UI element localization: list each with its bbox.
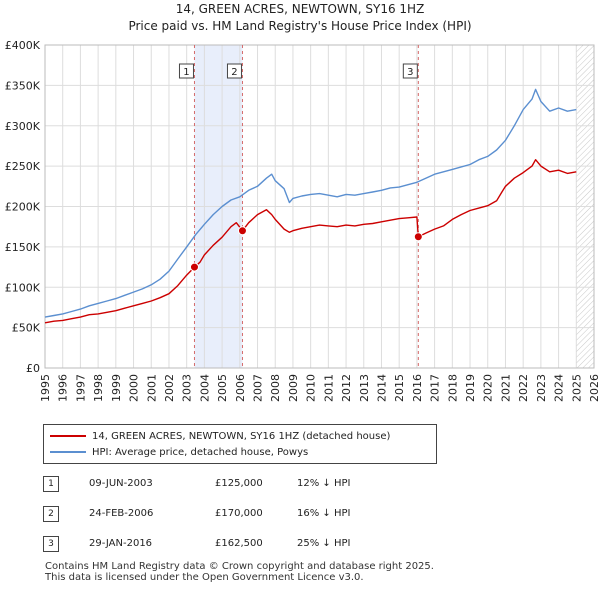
x-tick-label: 1998 <box>92 374 105 402</box>
x-tick-label: 2021 <box>499 374 512 402</box>
x-tick-label: 1999 <box>110 374 123 402</box>
sale-price: £162,500 <box>215 538 263 549</box>
x-tick-label: 2014 <box>375 374 388 402</box>
sale-row: 2 24-FEB-2006 £170,000 16% ↓ HPI <box>43 504 463 524</box>
x-tick-label: 2007 <box>252 374 265 402</box>
x-tick-label: 2017 <box>429 374 442 402</box>
x-tick-label: 2024 <box>553 374 566 402</box>
sale-price: £125,000 <box>215 478 263 489</box>
sale-marker-box <box>226 63 242 79</box>
x-tick-label: 2012 <box>340 374 353 402</box>
chart-subtitle: Price paid vs. HM Land Registry's House … <box>128 19 472 33</box>
x-tick-label: 2023 <box>535 374 548 402</box>
sale-hpi-diff: 12% ↓ HPI <box>297 478 351 489</box>
y-tick-label: £100K <box>5 281 41 294</box>
x-tick-label: 2009 <box>287 374 300 402</box>
x-tick-label: 2016 <box>411 374 424 402</box>
legend: 14, GREEN ACRES, NEWTOWN, SY16 1HZ (deta… <box>43 424 437 464</box>
y-tick-label: £300K <box>5 120 41 133</box>
sale-hpi-diff: 16% ↓ HPI <box>297 508 351 519</box>
x-tick-label: 2022 <box>517 374 530 402</box>
x-tick-label: 2019 <box>464 374 477 402</box>
x-tick-label: 1996 <box>57 374 70 402</box>
y-tick-label: £0 <box>26 362 40 375</box>
sale-row: 3 29-JAN-2016 £162,500 25% ↓ HPI <box>43 534 463 554</box>
x-tick-label: 2003 <box>181 374 194 402</box>
sale-number-badge: 3 <box>43 536 59 552</box>
legend-swatch-hpi <box>50 451 86 453</box>
x-tick-label: 2001 <box>145 374 158 402</box>
sale-point <box>189 262 199 272</box>
y-tick-label: £150K <box>5 241 41 254</box>
plot-frame <box>44 44 595 369</box>
property-price-line <box>44 158 577 324</box>
chart-title: 14, GREEN ACRES, NEWTOWN, SY16 1HZ <box>175 2 425 16</box>
sale-date: 29-JAN-2016 <box>89 538 153 549</box>
x-tick-label: 2026 <box>588 374 600 402</box>
x-tick-label: 2002 <box>163 374 176 402</box>
x-tick-label: 2020 <box>482 374 495 402</box>
legend-item-property: 14, GREEN ACRES, NEWTOWN, SY16 1HZ (deta… <box>50 429 390 443</box>
sale-marker-box <box>402 63 418 79</box>
sale-date: 09-JUN-2003 <box>89 478 153 489</box>
hpi-line <box>44 88 577 318</box>
x-tick-label: 2004 <box>198 374 211 402</box>
x-tick-label: 2013 <box>358 374 371 402</box>
x-tick-label: 2025 <box>570 374 583 402</box>
x-tick-label: 2008 <box>269 374 282 402</box>
x-tick-label: 1997 <box>74 374 87 402</box>
x-tick-label: 2011 <box>322 374 335 402</box>
y-tick-label: £50K <box>12 322 41 335</box>
sale-number-badge: 2 <box>43 506 59 522</box>
x-tick-label: 2006 <box>234 374 247 402</box>
x-tick-label: 1995 <box>39 374 52 402</box>
footer-copyright: Contains HM Land Registry data © Crown c… <box>45 561 434 572</box>
sale-price: £170,000 <box>215 508 263 519</box>
sale-point <box>413 232 423 242</box>
sale-date: 24-FEB-2006 <box>89 508 154 519</box>
sale-marker-box <box>178 63 194 79</box>
legend-swatch-property <box>50 435 86 437</box>
price-chart: £0 £50K £100K £150K £200K £250K £300K £350K £400… <box>5 39 600 402</box>
sale-point <box>237 226 247 236</box>
x-tick-label: 2000 <box>128 374 141 402</box>
x-tick-label: 2018 <box>446 374 459 402</box>
sale-marker-label: 1 <box>183 67 189 78</box>
sale-marker-label: 2 <box>231 67 237 78</box>
footer-license: This data is licensed under the Open Gov… <box>45 572 364 583</box>
legend-label-hpi: HPI: Average price, detached house, Powy… <box>92 446 309 458</box>
x-tick-label: 2010 <box>305 374 318 402</box>
y-tick-label: £200K <box>5 201 41 214</box>
legend-item-hpi: HPI: Average price, detached house, Powy… <box>50 445 308 459</box>
x-tick-label: 2005 <box>216 374 229 402</box>
legend-label-property: 14, GREEN ACRES, NEWTOWN, SY16 1HZ (deta… <box>92 430 391 442</box>
y-tick-label: £250K <box>5 160 41 173</box>
sale-row: 1 09-JUN-2003 £125,000 12% ↓ HPI <box>43 474 463 494</box>
y-tick-label: £400K <box>5 39 41 52</box>
y-tick-label: £350K <box>5 79 41 92</box>
sale-number-badge: 1 <box>43 476 59 492</box>
sale-marker-label: 3 <box>407 67 413 78</box>
x-tick-label: 2015 <box>393 374 406 402</box>
sale-hpi-diff: 25% ↓ HPI <box>297 538 351 549</box>
